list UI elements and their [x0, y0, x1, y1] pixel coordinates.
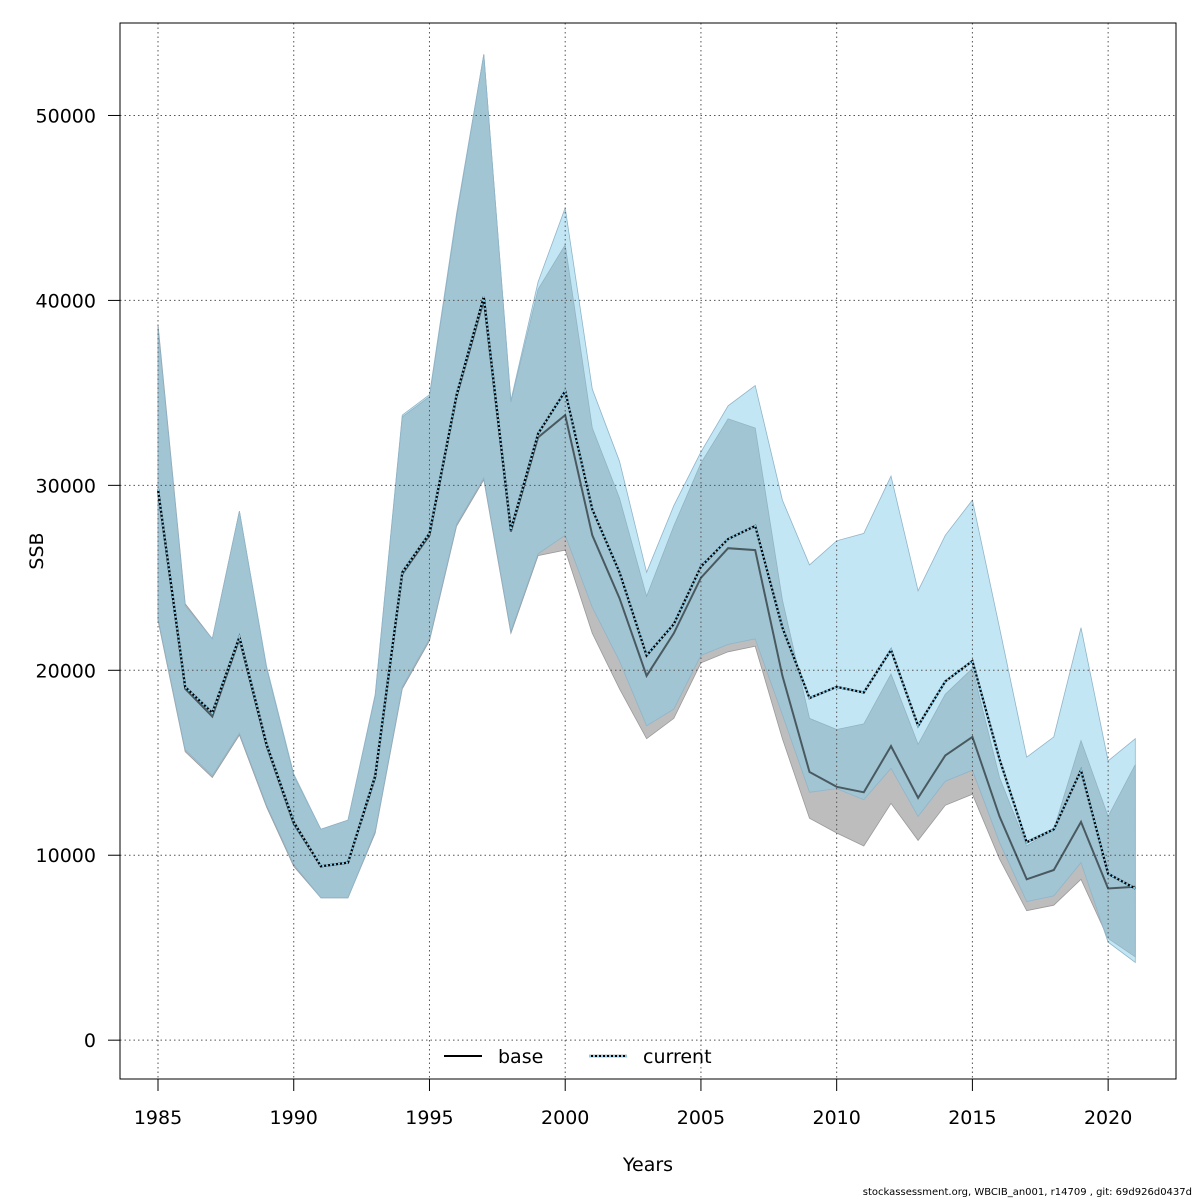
y-tick-label: 40000	[36, 290, 96, 312]
legend-label-base: base	[498, 1046, 543, 1068]
x-tick-label: 2000	[541, 1107, 589, 1129]
y-tick-label: 10000	[36, 845, 96, 867]
x-tick-label: 2020	[1084, 1107, 1132, 1129]
series-lines	[156, 296, 1136, 890]
y-tick-label: 30000	[36, 475, 96, 497]
footer-credit: stockassessment.org, WBCIB_an001, r14709…	[862, 1187, 1192, 1198]
y-tick-label: 20000	[36, 660, 96, 682]
x-axis-title: Years	[622, 1154, 673, 1176]
legend: base current	[444, 1046, 712, 1068]
band-current	[157, 54, 1136, 964]
x-tick-label: 1985	[134, 1107, 182, 1129]
x-tick-label: 2005	[677, 1107, 725, 1129]
confidence-bands	[157, 54, 1136, 964]
x-tick-label: 2015	[948, 1107, 996, 1129]
grid-lines	[120, 23, 1176, 1079]
x-axis: 1985 1990 1995 2000 2005 2010 2015 2020	[134, 1078, 1132, 1129]
x-tick-label: 1990	[270, 1107, 318, 1129]
y-tick-label: 50000	[36, 105, 96, 127]
y-axis-title: SSB	[26, 532, 48, 569]
line-current-outline	[156, 296, 1136, 890]
x-tick-label: 2010	[812, 1107, 860, 1129]
legend-label-current: current	[643, 1046, 712, 1068]
x-tick-label: 1995	[405, 1107, 453, 1129]
y-axis: 0 10000 20000 30000 40000 50000	[36, 105, 121, 1052]
y-tick-label: 0	[84, 1030, 96, 1052]
